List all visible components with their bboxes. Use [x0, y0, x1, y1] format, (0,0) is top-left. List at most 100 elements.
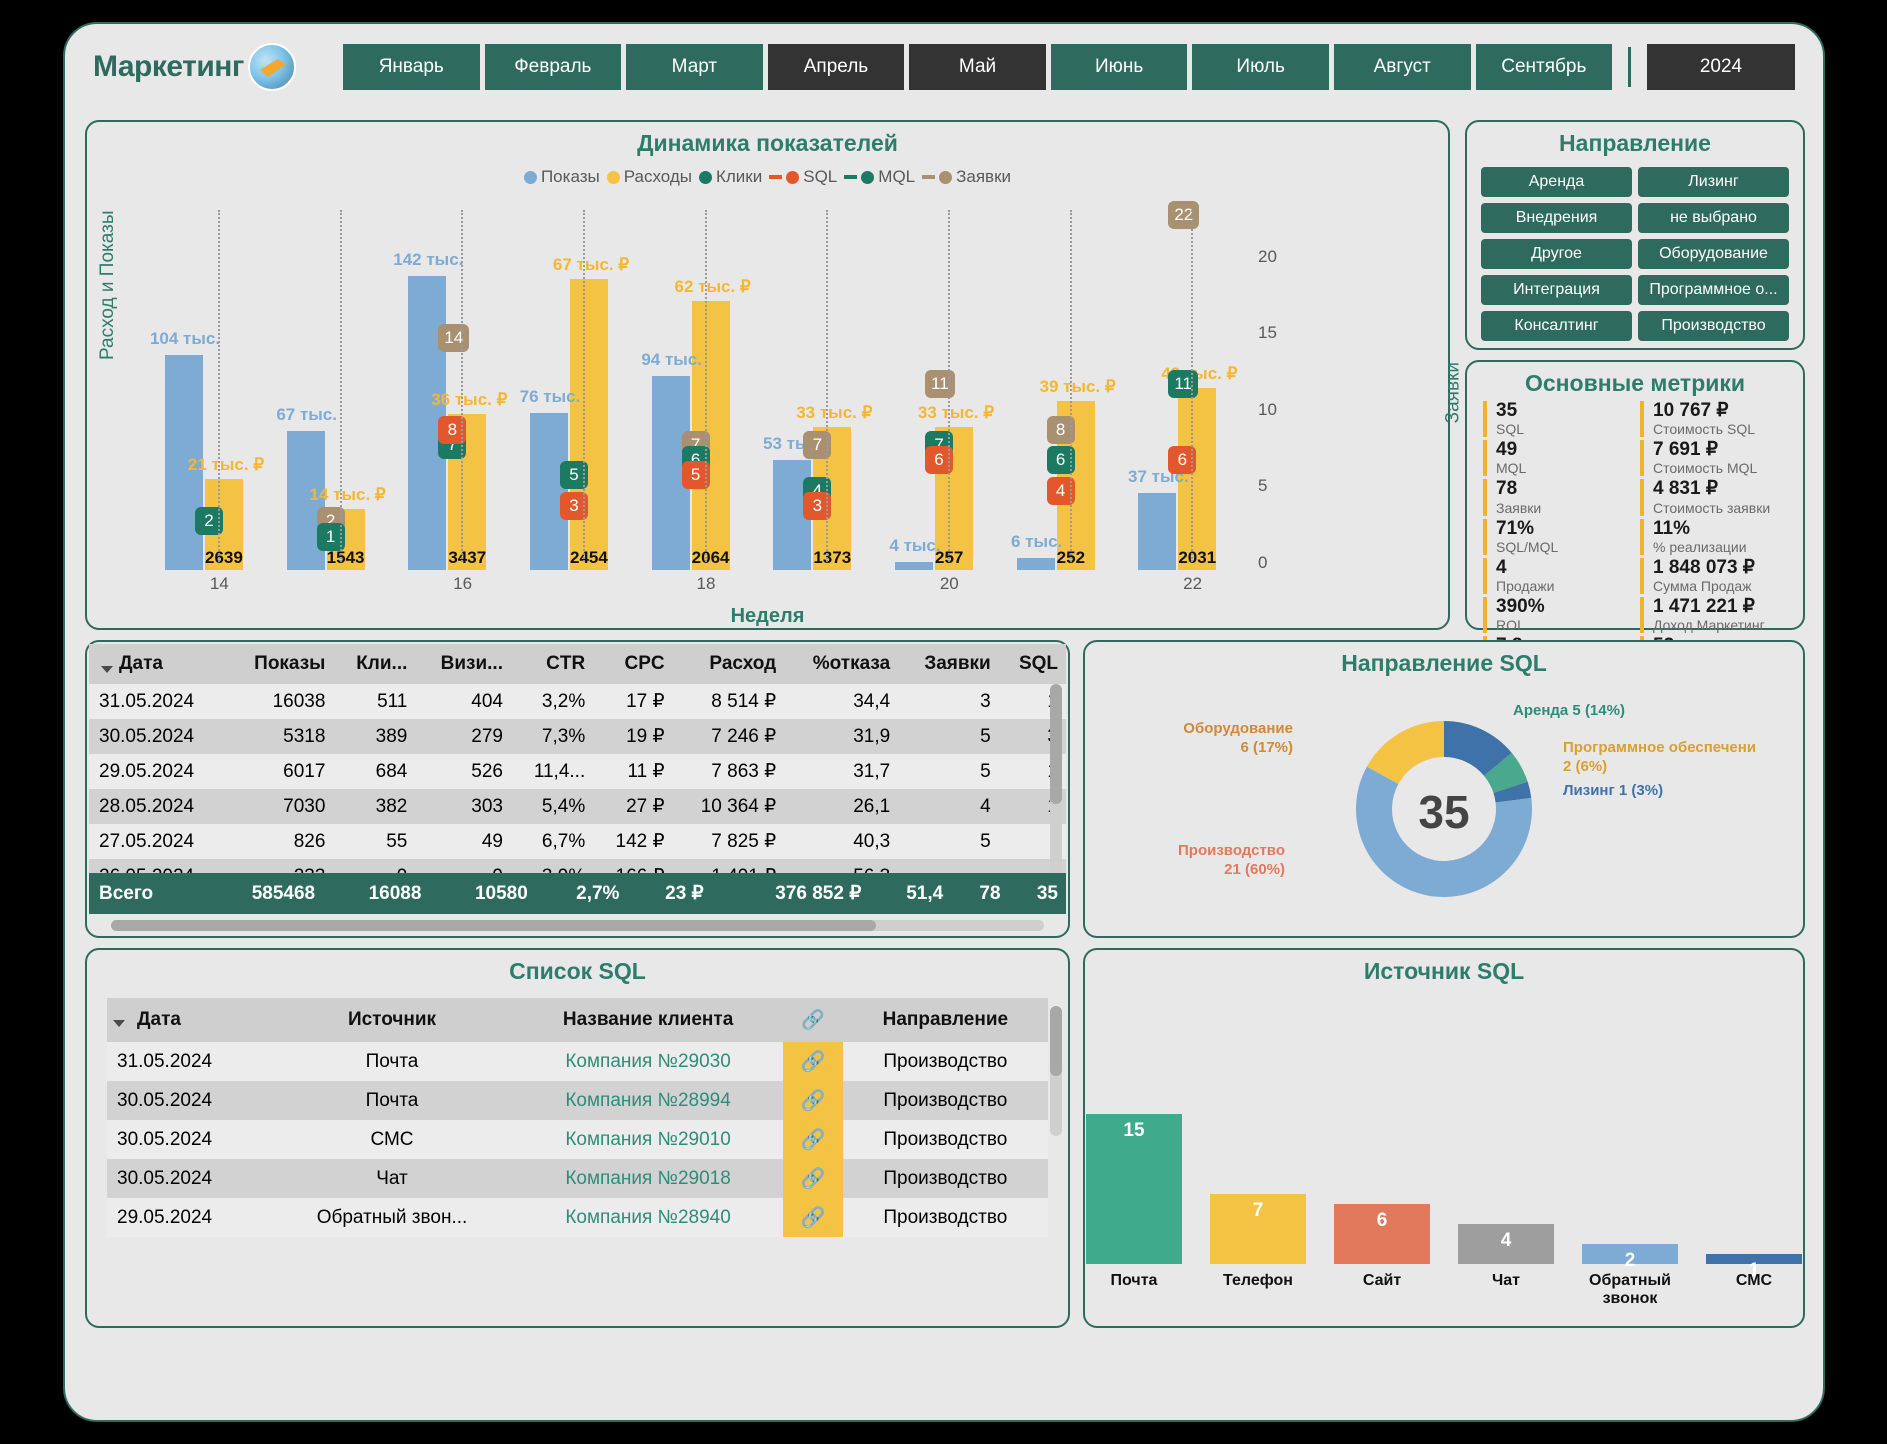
bar-impressions[interactable]	[530, 412, 568, 570]
sql-cell: 30.05.2024	[117, 1167, 213, 1189]
sql-list-row[interactable]: 31.05.2024 Почта Компания №29030 🔗 Производс…	[107, 1042, 1048, 1081]
sql-client-link[interactable]: Компания №29018	[565, 1167, 731, 1189]
bar-expenses[interactable]	[1178, 387, 1217, 570]
table-col-4[interactable]: CTR	[510, 644, 594, 684]
y-axis-left-label: Расход и Показы	[97, 210, 118, 360]
badge-zayavki[interactable]: 11	[925, 369, 955, 398]
direction-button-7[interactable]: Программное о...	[1638, 275, 1789, 305]
sql-list-row[interactable]: 30.05.2024 СМС Компания №29010 🔗 Производств…	[107, 1120, 1048, 1159]
table-row[interactable]: 31.05.2024 16038 511 404 3,2% 17 ₽ 8 514 ₽ 34,4…	[89, 684, 1066, 719]
table-cell: 27.05.2024	[99, 830, 195, 852]
direction-button-9[interactable]: Производство	[1638, 311, 1789, 341]
table-row[interactable]: 28.05.2024 7030 382 303 5,4% 27 ₽ 10 364 ₽ 26,1…	[89, 789, 1066, 824]
month-tab-3[interactable]: Апрель	[767, 44, 905, 90]
metric-label: Сумма Продаж	[1653, 578, 1752, 594]
legend-item-1[interactable]: Расходы	[606, 167, 692, 187]
direction-button-5[interactable]: Оборудование	[1638, 239, 1789, 269]
month-tab-8[interactable]: Сентябрь	[1475, 44, 1613, 90]
sql-client-link[interactable]: Компания №28940	[565, 1206, 731, 1228]
month-tab-1[interactable]: Февраль	[484, 44, 622, 90]
bar-impressions[interactable]	[165, 354, 203, 570]
metric-value: 49	[1496, 439, 1518, 461]
sql-list-row[interactable]: 29.05.2024 Обратный звон... Компания №2894…	[107, 1198, 1048, 1237]
donut-slice-3[interactable]	[1356, 766, 1532, 897]
month-tab-6[interactable]: Июль	[1192, 44, 1329, 90]
bar-impressions[interactable]	[895, 561, 933, 570]
direction-button-3[interactable]: не выбрано	[1638, 203, 1789, 233]
badge-zayavki[interactable]: 22	[1168, 201, 1200, 230]
table-col-1[interactable]: Показы	[226, 644, 334, 684]
source-bar[interactable]: 6	[1334, 1204, 1430, 1264]
badge-zayavki[interactable]: 14	[438, 323, 470, 352]
table-cell: 26,1	[853, 795, 891, 817]
sql-list-row[interactable]: 30.05.2024 Почта Компания №28994 🔗 Производс…	[107, 1081, 1048, 1120]
table-row[interactable]: 26.05.2024 233 9 9 3,9% 166 ₽ 1 491 ₽ 56,3	[89, 859, 1066, 880]
sql-cell: Почта	[365, 1089, 419, 1111]
bar-impressions[interactable]	[1138, 493, 1177, 570]
link-icon[interactable]: 🔗	[783, 1081, 843, 1120]
direction-button-8[interactable]: Консалтинг	[1481, 311, 1632, 341]
sql-client-link[interactable]: Компания №29010	[565, 1128, 731, 1150]
direction-title: Направление	[1559, 130, 1711, 156]
table-col-5[interactable]: CPC	[593, 644, 673, 684]
table-horizontal-scrollbar[interactable]	[111, 920, 1044, 931]
month-tab-7[interactable]: Август	[1333, 44, 1471, 90]
sort-caret-icon[interactable]	[101, 666, 113, 673]
sql-client-link[interactable]: Компания №29030	[565, 1050, 731, 1072]
table-row[interactable]: 27.05.2024 826 55 49 6,7% 142 ₽ 7 825 ₽ 40,3 5	[89, 824, 1066, 859]
donut-slice-2[interactable]	[1493, 781, 1532, 803]
legend-item-4[interactable]: MQL	[844, 167, 915, 187]
table-col-7[interactable]: %отказа	[784, 644, 899, 684]
direction-button-2[interactable]: Внедрения	[1481, 203, 1632, 233]
source-bar[interactable]: 15	[1086, 1114, 1182, 1264]
table-col-9[interactable]: SQL	[998, 644, 1066, 684]
source-bar[interactable]: 4	[1458, 1224, 1554, 1264]
sql-list-row[interactable]: 30.05.2024 Чат Компания №29018 🔗 Производств…	[107, 1159, 1048, 1198]
link-icon[interactable]: 🔗	[783, 1120, 843, 1159]
table-col-6[interactable]: Расход	[672, 644, 785, 684]
month-tab-0[interactable]: Январь	[343, 44, 480, 90]
legend-item-0[interactable]: Показы	[523, 167, 600, 187]
link-icon[interactable]: 🔗	[783, 1042, 843, 1081]
bar-impressions[interactable]	[1016, 557, 1055, 570]
sql-list-scrollbar[interactable]	[1050, 1006, 1062, 1136]
table-row[interactable]: 29.05.2024 6017 684 526 11,4... 11 ₽ 7 863 ₽ 31…	[89, 754, 1066, 789]
source-bar[interactable]: 7	[1210, 1194, 1306, 1264]
sql-col-link-icon[interactable]: 🔗	[783, 998, 843, 1042]
source-bar[interactable]: 2	[1582, 1244, 1678, 1271]
direction-button-1[interactable]: Лизинг	[1638, 167, 1789, 197]
bar-clicks-label: 2639	[205, 548, 243, 567]
donut-slice-4[interactable]	[1366, 721, 1444, 784]
sql-col-1[interactable]: Источник	[271, 998, 513, 1042]
direction-button-0[interactable]: Аренда	[1481, 167, 1632, 197]
link-icon[interactable]: 🔗	[783, 1198, 843, 1237]
sql-col-2[interactable]: Название клиента	[512, 998, 784, 1042]
badge-mql[interactable]: 11	[1168, 369, 1198, 398]
sql-col-0[interactable]: Дата	[107, 998, 272, 1042]
table-col-2[interactable]: Кли...	[333, 644, 416, 684]
month-tab-2[interactable]: Март	[626, 44, 763, 90]
donut-slice-0[interactable]	[1444, 721, 1512, 776]
table-cell: 142 ₽	[615, 831, 665, 852]
source-bar[interactable]: 1	[1706, 1254, 1802, 1281]
direction-button-6[interactable]: Интеграция	[1481, 275, 1632, 305]
table-row[interactable]: 30.05.2024 5318 389 279 7,3% 19 ₽ 7 246 ₽ 31,9 5…	[89, 719, 1066, 754]
direction-button-4[interactable]: Другое	[1481, 239, 1632, 269]
table-vertical-scrollbar[interactable]	[1050, 684, 1062, 874]
month-tab-4[interactable]: Май	[909, 44, 1046, 90]
table-cell: 5,4%	[541, 795, 586, 817]
table-col-0[interactable]: Дата	[89, 644, 227, 684]
legend-item-3[interactable]: SQL	[769, 167, 837, 187]
sql-client-link[interactable]: Компания №28994	[565, 1089, 731, 1111]
bar-expenses[interactable]	[570, 278, 608, 570]
legend-item-5[interactable]: Заявки	[922, 167, 1011, 187]
table-col-3[interactable]: Визи...	[415, 644, 511, 684]
donut-slice-1[interactable]	[1484, 752, 1528, 793]
sql-col-4[interactable]: Направление	[842, 998, 1048, 1042]
sort-caret-icon[interactable]	[113, 1020, 125, 1027]
link-icon[interactable]: 🔗	[783, 1159, 843, 1198]
month-tab-5[interactable]: Июнь	[1050, 44, 1188, 90]
table-col-8[interactable]: Заявки	[898, 644, 999, 684]
legend-item-2[interactable]: Клики	[698, 167, 762, 187]
year-selector[interactable]: 2024	[1647, 44, 1795, 90]
